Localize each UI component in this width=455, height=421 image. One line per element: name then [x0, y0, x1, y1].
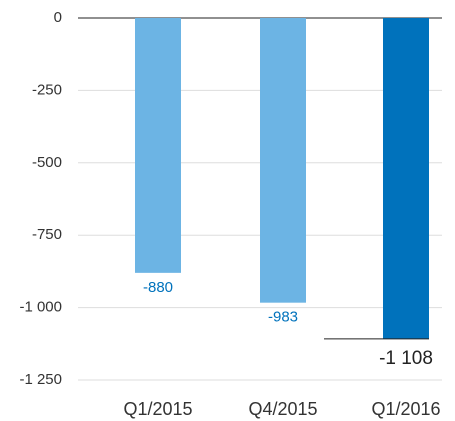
y-tick-label: -1 000 — [19, 299, 62, 316]
value-label: -880 — [143, 279, 173, 296]
bar — [135, 18, 181, 273]
y-tick-label: -500 — [32, 154, 62, 171]
bar — [383, 18, 429, 339]
y-tick-label: -1 250 — [19, 371, 62, 388]
x-tick-label: Q1/2015 — [123, 399, 192, 419]
x-tick-label: Q1/2016 — [371, 399, 440, 419]
value-label: -1 108 — [379, 348, 433, 369]
bar — [260, 18, 306, 303]
y-tick-label: -250 — [32, 81, 62, 98]
x-tick-label: Q4/2015 — [248, 399, 317, 419]
y-tick-label: 0 — [54, 9, 62, 26]
y-tick-label: -750 — [32, 226, 62, 243]
value-label: -983 — [268, 309, 298, 326]
